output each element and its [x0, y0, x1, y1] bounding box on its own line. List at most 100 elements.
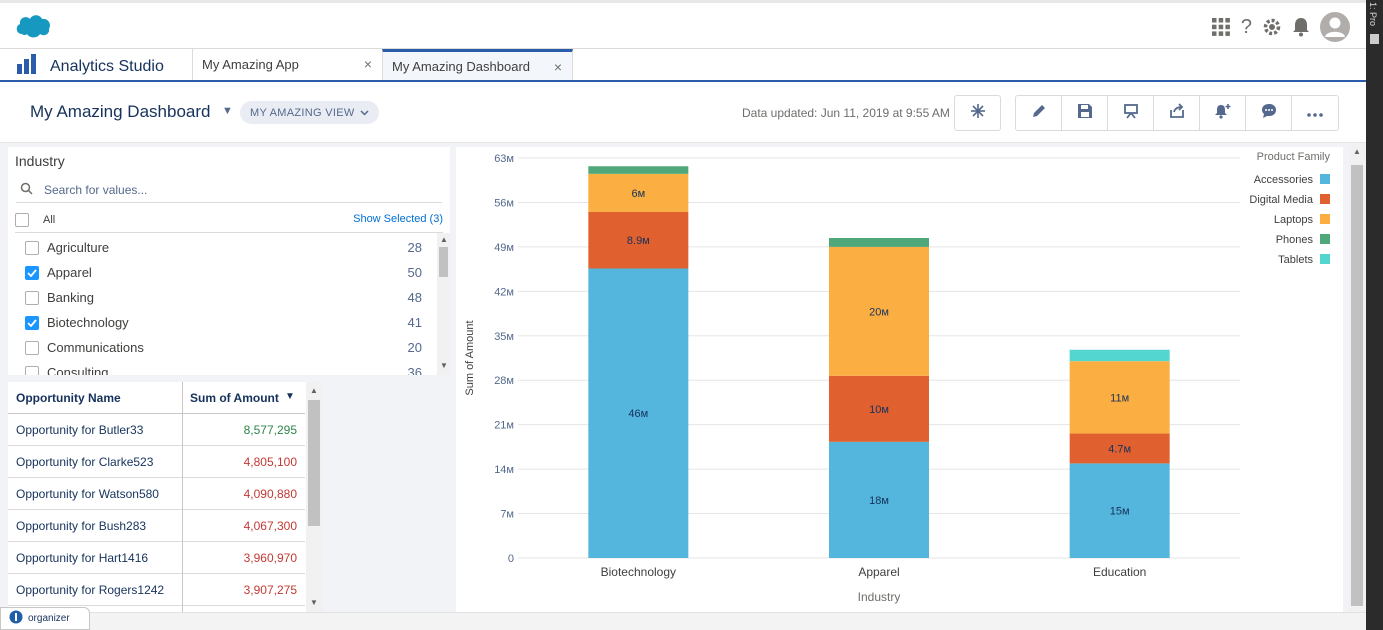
scroll-down-arrow-icon[interactable]: ▼ [310, 598, 318, 607]
list-item[interactable]: Communications 20 [8, 335, 436, 360]
table-row[interactable]: Opportunity for Rogers1242 3,907,275 [8, 574, 305, 606]
present-button[interactable] [1108, 96, 1154, 130]
bar-segment-accessories [1069, 463, 1170, 558]
page-scrollbar[interactable]: ▲ [1349, 145, 1366, 612]
table-row[interactable]: Opportunity for Clarke523 4,805,100 [8, 446, 305, 478]
y-tick-label: 56м [494, 197, 514, 209]
notifications-bell-icon[interactable] [1292, 17, 1310, 37]
filter-search-input[interactable]: Search for values... [16, 178, 442, 203]
show-selected-link[interactable]: Show Selected (3) [353, 213, 443, 225]
scroll-up-arrow-icon[interactable]: ▲ [1353, 147, 1361, 156]
dashboard-title: My Amazing Dashboard [30, 102, 211, 121]
setup-gear-icon[interactable] [1262, 17, 1282, 37]
list-item-checkbox[interactable] [25, 340, 39, 355]
stacked-bar-chart-widget: 0 7м 14м 21м 28м 35м 42м 49м 56м 63м Sum of Amount… [456, 147, 1343, 612]
list-item-checkbox[interactable] [25, 315, 39, 330]
bar-segment-accessories [588, 268, 689, 558]
list-item[interactable]: Apparel 50 [8, 260, 436, 285]
opportunity-table: Opportunity Name Sum of Amount ▼ Opportu… [8, 382, 323, 612]
save-button[interactable] [1062, 96, 1108, 130]
table-scrollbar[interactable]: ▲ ▼ [306, 382, 323, 612]
tab-my-amazing-app[interactable]: My Amazing App × [192, 49, 382, 80]
legend-label: Laptops [1274, 214, 1314, 226]
data-label: 6м [631, 188, 645, 200]
list-item-count: 20 [407, 340, 422, 355]
x-tick-label: Apparel [858, 565, 899, 579]
saved-view-selector[interactable]: MY AMAZING VIEW [240, 101, 379, 124]
data-label: 8.9м [627, 235, 650, 247]
share-button[interactable] [1154, 96, 1200, 130]
header-utilities: ? [1211, 12, 1350, 42]
legend-swatch [1320, 234, 1330, 244]
y-tick-label: 42м [494, 286, 514, 298]
salesforce-logo-icon[interactable] [14, 12, 52, 45]
scrollbar-thumb[interactable] [308, 400, 320, 526]
bar-segment-digital-media [829, 375, 929, 442]
table-row[interactable]: Opportunity for Watson580 4,090,880 [8, 478, 305, 510]
more-actions-button[interactable] [1292, 96, 1338, 130]
user-avatar-icon[interactable] [1320, 12, 1350, 42]
side-panel-strip: 1: Pro [1366, 0, 1383, 630]
data-updated-timestamp: Data updated: Jun 11, 2019 at 9:55 AM [742, 106, 950, 120]
list-item[interactable]: Consulting 36 [8, 360, 436, 375]
subscribe-button[interactable] [1200, 96, 1246, 130]
save-disk-icon [1077, 103, 1093, 124]
help-icon[interactable]: ? [1240, 15, 1252, 38]
legend-swatch [1320, 194, 1330, 204]
opportunity-name-cell[interactable]: Opportunity for Bush283 [16, 519, 147, 533]
opportunity-name-cell[interactable]: Opportunity for Butler33 [16, 423, 144, 437]
column-header-sum-of-amount[interactable]: Sum of Amount [190, 391, 279, 405]
select-all-checkbox[interactable] [15, 212, 29, 227]
legend-label: Phones [1276, 234, 1314, 246]
sort-descending-icon[interactable]: ▼ [285, 391, 295, 402]
list-item-label: Banking [47, 290, 94, 305]
close-tab-icon[interactable]: × [553, 59, 562, 75]
scroll-down-arrow-icon[interactable]: ▼ [440, 361, 448, 370]
list-item-checkbox[interactable] [25, 265, 39, 280]
industry-list-scrollbar[interactable]: ▲ ▼ [437, 233, 450, 375]
chevron-down-icon [360, 107, 369, 119]
sparkle-button[interactable] [954, 95, 1001, 131]
scroll-up-arrow-icon[interactable]: ▲ [310, 386, 318, 395]
column-header-opportunity-name[interactable]: Opportunity Name [16, 391, 121, 405]
organizer-button[interactable]: organizer [0, 607, 90, 630]
stacked-bar-chart[interactable]: 0 7м 14м 21м 28м 35м 42м 49м 56м 63м Sum of Amount… [456, 147, 1343, 612]
table-row[interactable]: Opportunity for Bush283 4,067,300 [8, 510, 305, 542]
search-icon [20, 182, 33, 198]
list-item-checkbox[interactable] [25, 290, 39, 305]
scrollbar-thumb[interactable] [1351, 165, 1363, 606]
scrollbar-thumb[interactable] [439, 247, 448, 277]
annotate-button[interactable] [1246, 96, 1292, 130]
list-item-checkbox[interactable] [25, 240, 39, 255]
legend-label: Digital Media [1249, 194, 1313, 206]
opportunity-name-cell[interactable]: Opportunity for Clarke523 [16, 455, 154, 469]
table-header-row: Opportunity Name Sum of Amount ▼ [8, 382, 305, 414]
app-title[interactable]: Analytics Studio [16, 53, 164, 80]
app-launcher-icon[interactable] [1211, 17, 1231, 37]
scroll-up-arrow-icon[interactable]: ▲ [440, 235, 448, 244]
opportunity-name-cell[interactable]: Opportunity for Hart1416 [16, 551, 149, 565]
y-tick-label: 7м [500, 509, 514, 521]
list-item-checkbox[interactable] [25, 365, 39, 375]
list-item-count: 50 [407, 265, 422, 280]
tab-my-amazing-dashboard[interactable]: My Amazing Dashboard × [382, 49, 573, 80]
y-tick-label: 28м [494, 375, 514, 387]
table-row[interactable]: Opportunity for Butler33 8,577,295 [8, 414, 305, 446]
amount-cell: 3,907,275 [243, 583, 297, 597]
search-placeholder: Search for values... [44, 183, 148, 197]
opportunity-name-cell[interactable]: Opportunity for Rogers1242 [16, 583, 165, 597]
edit-button[interactable] [1016, 96, 1062, 130]
list-item-label: Biotechnology [47, 315, 129, 330]
bar-segment-tablets [1069, 349, 1170, 362]
list-item[interactable]: Agriculture 28 [8, 235, 436, 260]
dashboard-menu-chevron-icon[interactable]: ▼ [222, 105, 233, 117]
close-tab-icon[interactable]: × [363, 56, 372, 72]
list-item[interactable]: Biotechnology 41 [8, 310, 436, 335]
list-item[interactable]: Banking 48 [8, 285, 436, 310]
column-separator [182, 382, 183, 612]
sparkle-icon [970, 103, 986, 124]
table-row[interactable]: Opportunity for Hart1416 3,960,970 [8, 542, 305, 574]
list-item-label: Consulting [47, 365, 109, 375]
opportunity-name-cell[interactable]: Opportunity for Watson580 [16, 487, 159, 501]
